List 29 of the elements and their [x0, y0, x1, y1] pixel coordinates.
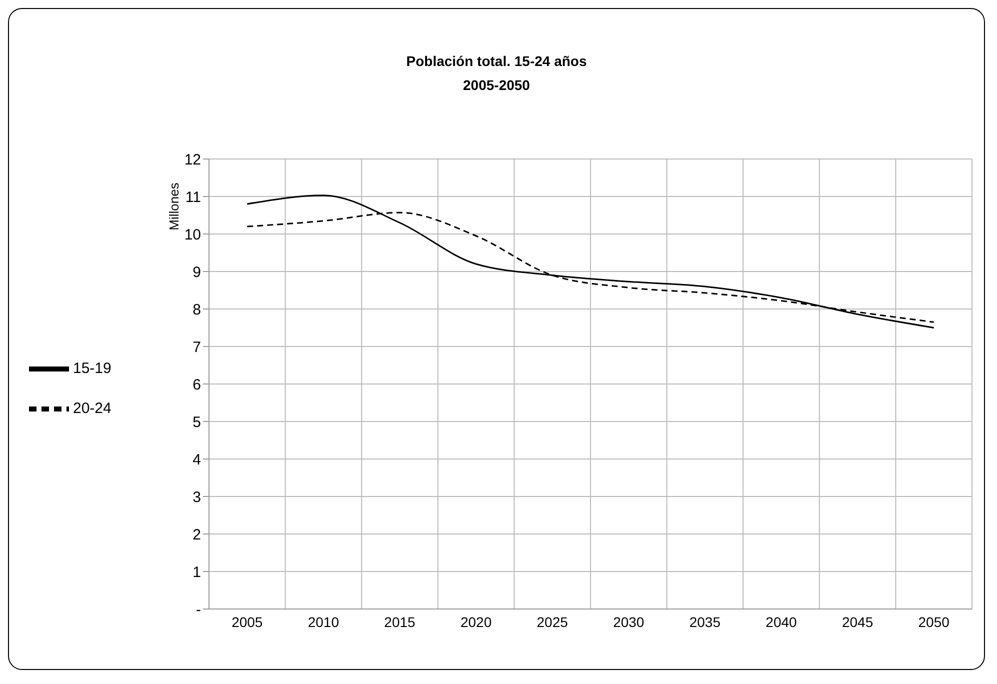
- x-tick-label: 2040: [766, 614, 798, 630]
- x-tick-label: 2005: [232, 614, 263, 630]
- y-tick-label: 10: [184, 226, 201, 244]
- legend-label: 15-19: [73, 360, 112, 377]
- x-tick-label: 2035: [689, 614, 721, 630]
- x-tick-label: 2010: [308, 614, 340, 630]
- y-tick-label: 1: [192, 564, 201, 581]
- x-tick-label: 2030: [613, 614, 644, 630]
- x-tick-label: 2050: [918, 614, 950, 630]
- y-tick-label: -: [196, 601, 201, 618]
- y-tick-label: 9: [192, 264, 201, 281]
- y-tick-label: 11: [185, 188, 201, 206]
- y-tick-label: 6: [192, 376, 201, 394]
- y-tick-label: 4: [192, 451, 201, 468]
- x-tick-label: 2025: [536, 614, 568, 630]
- x-tick-label: 2020: [460, 614, 492, 630]
- y-tick-label: 8: [192, 301, 201, 318]
- x-tick-label: 2045: [842, 614, 874, 630]
- y-tick-label: 5: [192, 414, 201, 431]
- y-tick-label: 7: [192, 338, 201, 356]
- x-tick-label: 2015: [384, 614, 416, 630]
- y-tick-label: 2: [192, 526, 201, 544]
- y-tick-label: 3: [192, 488, 201, 506]
- chart-subtitle: 2005-2050: [462, 76, 531, 95]
- y-tick-label: 12: [184, 151, 201, 168]
- line-series: [246, 194, 935, 328]
- chart-title: Población total. 15-24 años: [405, 52, 588, 71]
- legend-label: 20-24: [73, 400, 112, 417]
- y-axis-title: Millones: [166, 182, 182, 232]
